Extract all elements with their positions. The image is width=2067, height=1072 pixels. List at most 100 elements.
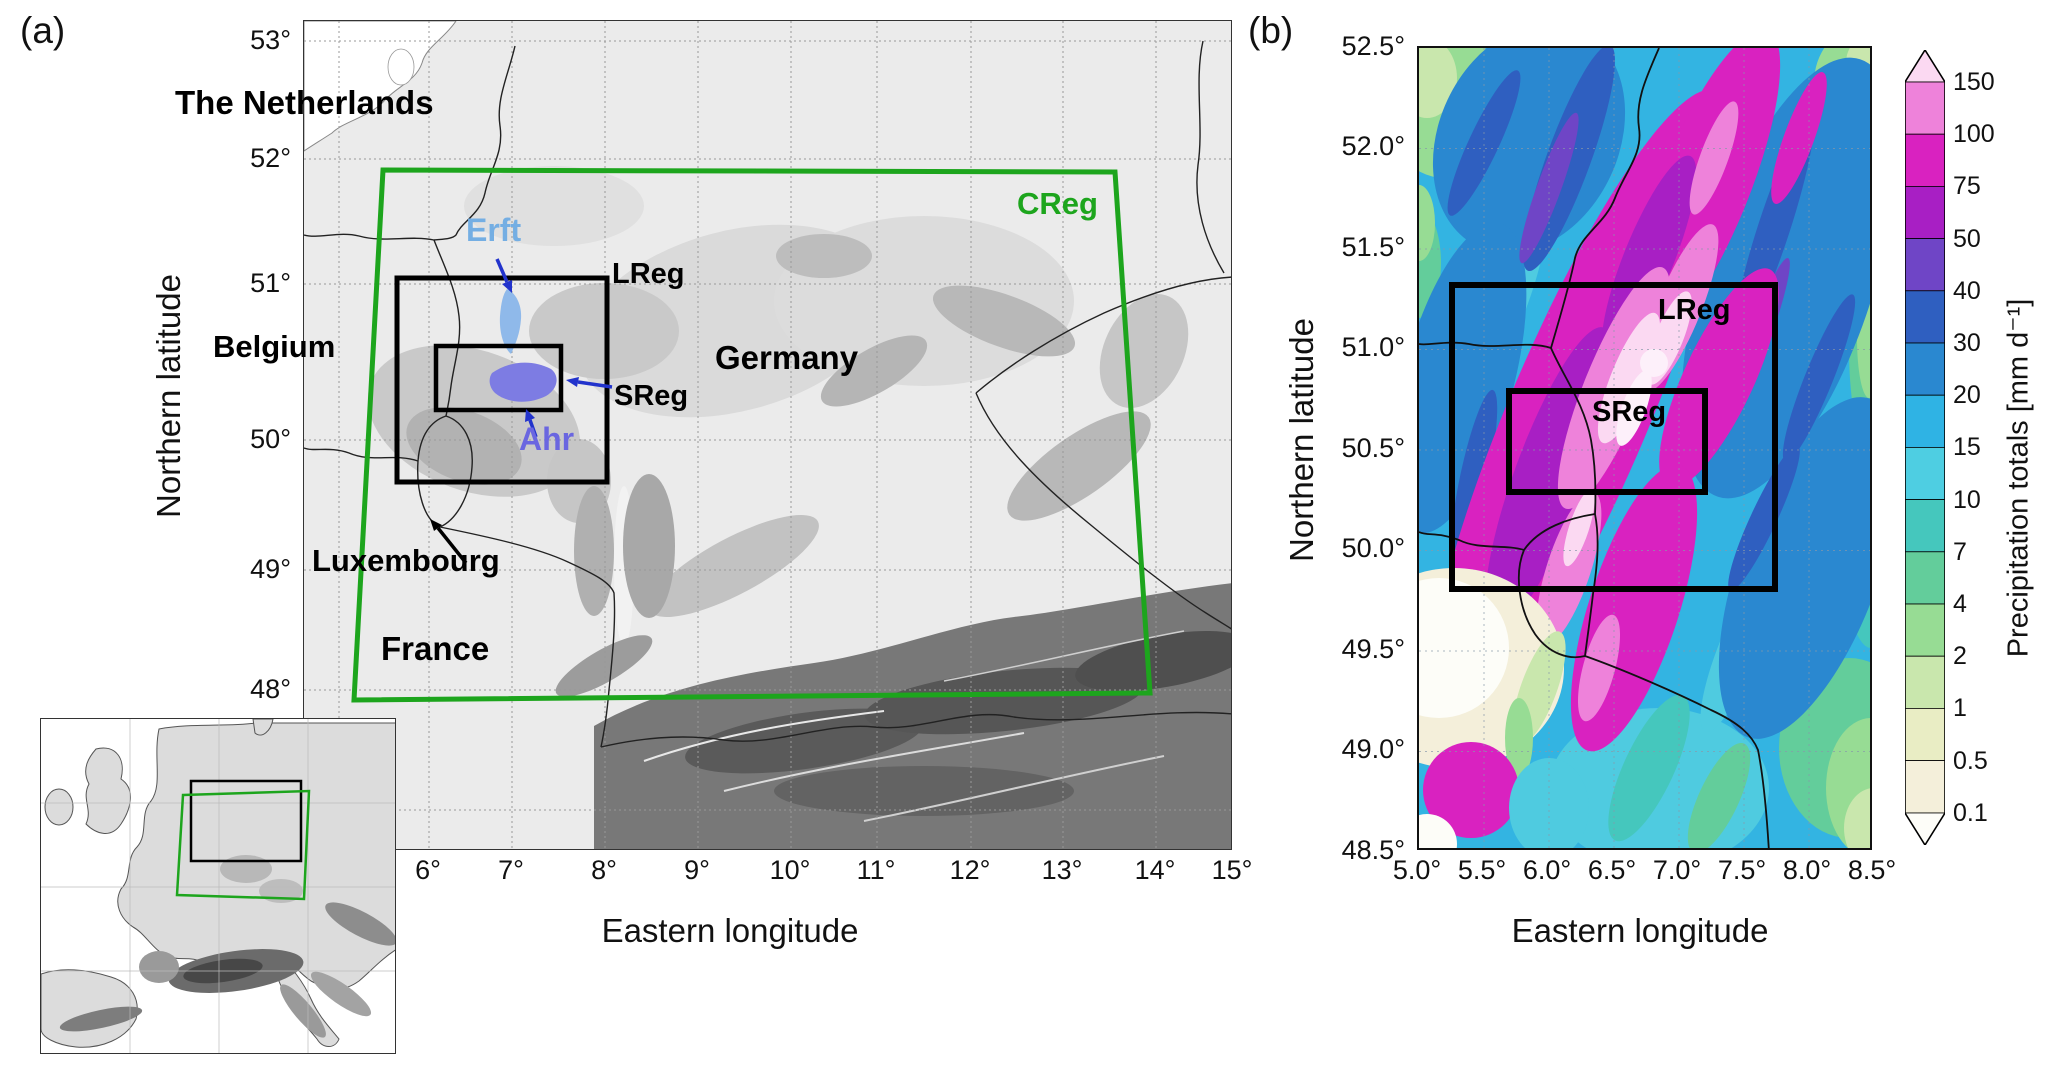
y-axis-label-a: Northern latitude (150, 274, 187, 518)
terrain-map-svg (304, 21, 1231, 849)
colorbar-tick-05: 0.5 (1953, 747, 1988, 775)
country-label-luxembourg: Luxembourg (312, 543, 500, 578)
colorbar-tick-100: 100 (1953, 120, 1995, 148)
lat-tick-a-49: 49° (250, 554, 291, 584)
lat-tick-b-490: 49.0° (1341, 734, 1405, 764)
lon-tick-a-9: 9° (684, 855, 710, 885)
colorbar-tick-75: 75 (1953, 172, 1981, 200)
lon-tick-b-50: 5.0° (1392, 855, 1442, 885)
country-label-germany: Germany (715, 339, 859, 376)
lon-tick-b-85: 8.5° (1847, 855, 1897, 885)
colorbar-segment (1905, 551, 1945, 605)
colorbar-label: Precipitation totals [mm d⁻¹] (2002, 298, 2035, 658)
river-label-erft: Erft (466, 212, 522, 248)
lat-tick-b-515: 51.5° (1341, 232, 1405, 262)
sreg-box-a (433, 343, 564, 413)
lon-tick-a-8: 8° (591, 855, 617, 885)
colorbar-segment (1905, 394, 1945, 448)
lon-tick-a-10: 10° (769, 855, 811, 885)
colorbar-tick-15: 15 (1953, 433, 1981, 461)
graticule-b (1419, 48, 1870, 848)
colorbar-tick-50: 50 (1953, 225, 1981, 253)
country-borders-b (1419, 48, 1770, 848)
colorbar-tick-4: 4 (1953, 590, 1967, 618)
region-label-lreg-a: LReg (612, 258, 685, 290)
lon-tick-b-65: 6.5° (1587, 855, 1637, 885)
panel-a-label: (a) (20, 10, 66, 51)
colorbar-tick-2: 2 (1953, 642, 1967, 670)
country-label-belgium: Belgium (213, 329, 336, 364)
lat-tick-b-510: 51.0° (1341, 332, 1405, 362)
lat-tick-a-51: 51° (250, 268, 291, 298)
lat-tick-b-505: 50.5° (1341, 433, 1405, 463)
lon-tick-a-13: 13° (1041, 855, 1083, 885)
lreg-box-b (1449, 282, 1778, 592)
lon-tick-a-14: 14° (1134, 855, 1176, 885)
x-axis-label-b: Eastern longitude (1511, 912, 1769, 949)
precipitation-field-svg (1419, 48, 1870, 848)
region-label-creg: CReg (1017, 186, 1098, 221)
country-label-france: France (381, 630, 490, 667)
region-label-sreg-b: SReg (1592, 396, 1667, 428)
lon-tick-b-55: 5.5° (1457, 855, 1507, 885)
country-label-netherlands: The Netherlands (175, 84, 434, 121)
inset-model-box (189, 779, 303, 863)
lon-tick-b-80: 8.0° (1782, 855, 1832, 885)
colorbar-segment (1905, 185, 1945, 239)
lon-tick-b-60: 6.0° (1522, 855, 1572, 885)
colorbar-tick-20: 20 (1953, 381, 1981, 409)
erft-catchment (499, 289, 522, 354)
erft-arrow (495, 258, 512, 293)
colorbar-tick-10: 10 (1953, 486, 1981, 514)
lat-tick-a-48: 48° (250, 674, 291, 704)
creg-box (351, 167, 1153, 703)
inset-europe-svg (41, 719, 395, 1053)
region-label-lreg-b: LReg (1658, 294, 1731, 326)
lat-tick-b-525: 52.5° (1341, 31, 1405, 61)
colorbar-segment (1905, 760, 1945, 814)
luxembourg-arrow (430, 519, 468, 565)
precipitation-map-panel-b (1417, 46, 1872, 850)
inset-graticule (41, 719, 395, 1053)
lon-tick-a-11: 11° (856, 855, 896, 885)
panel-b-label: (b) (1248, 10, 1294, 51)
lat-tick-a-50: 50° (250, 424, 291, 454)
colorbar-segment (1905, 238, 1945, 292)
lat-tick-b-485: 48.5° (1341, 835, 1405, 865)
y-axis-label-b: Northern latitude (1283, 318, 1320, 562)
colorbar-tick-01: 0.1 (1953, 799, 1988, 827)
colorbar-tick-7: 7 (1953, 538, 1967, 566)
precip-field (1419, 48, 1870, 848)
colorbar-segment (1905, 603, 1945, 657)
colorbar-segment (1905, 708, 1945, 762)
lon-tick-b-70: 7.0° (1652, 855, 1702, 885)
lon-tick-a-6: 6° (415, 855, 441, 885)
colorbar-tick-150: 150 (1953, 68, 1995, 96)
lat-tick-a-52: 52° (250, 143, 291, 173)
inset-map (40, 718, 396, 1054)
colorbar-arrow-bottom (1905, 812, 1945, 845)
ahr-catchment (489, 362, 557, 402)
terrain-map-panel-a (303, 20, 1232, 850)
region-label-sreg-a: SReg (614, 380, 689, 412)
colorbar-tick-40: 40 (1953, 277, 1981, 305)
colorbar-segment (1905, 290, 1945, 344)
river-label-ahr: Ahr (519, 421, 575, 457)
colorbar-segment (1905, 446, 1945, 500)
colorbar-segment (1905, 655, 1945, 709)
colorbar-tick-30: 30 (1953, 329, 1981, 357)
lon-tick-a-15: 15° (1211, 855, 1253, 885)
colorbar (1905, 50, 1945, 845)
lon-tick-a-7: 7° (498, 855, 524, 885)
lon-tick-a-12: 12° (949, 855, 991, 885)
inset-creg-box (175, 789, 311, 901)
x-axis-label-a: Eastern longitude (601, 912, 859, 949)
ahr-arrow (525, 409, 538, 438)
lat-tick-b-520: 52.0° (1341, 131, 1405, 161)
lat-tick-a-53: 53° (250, 25, 291, 55)
sreg-arrow (566, 377, 613, 389)
lat-tick-b-500: 50.0° (1341, 533, 1405, 563)
colorbar-segment (1905, 499, 1945, 553)
lon-tick-b-75: 7.5° (1717, 855, 1767, 885)
